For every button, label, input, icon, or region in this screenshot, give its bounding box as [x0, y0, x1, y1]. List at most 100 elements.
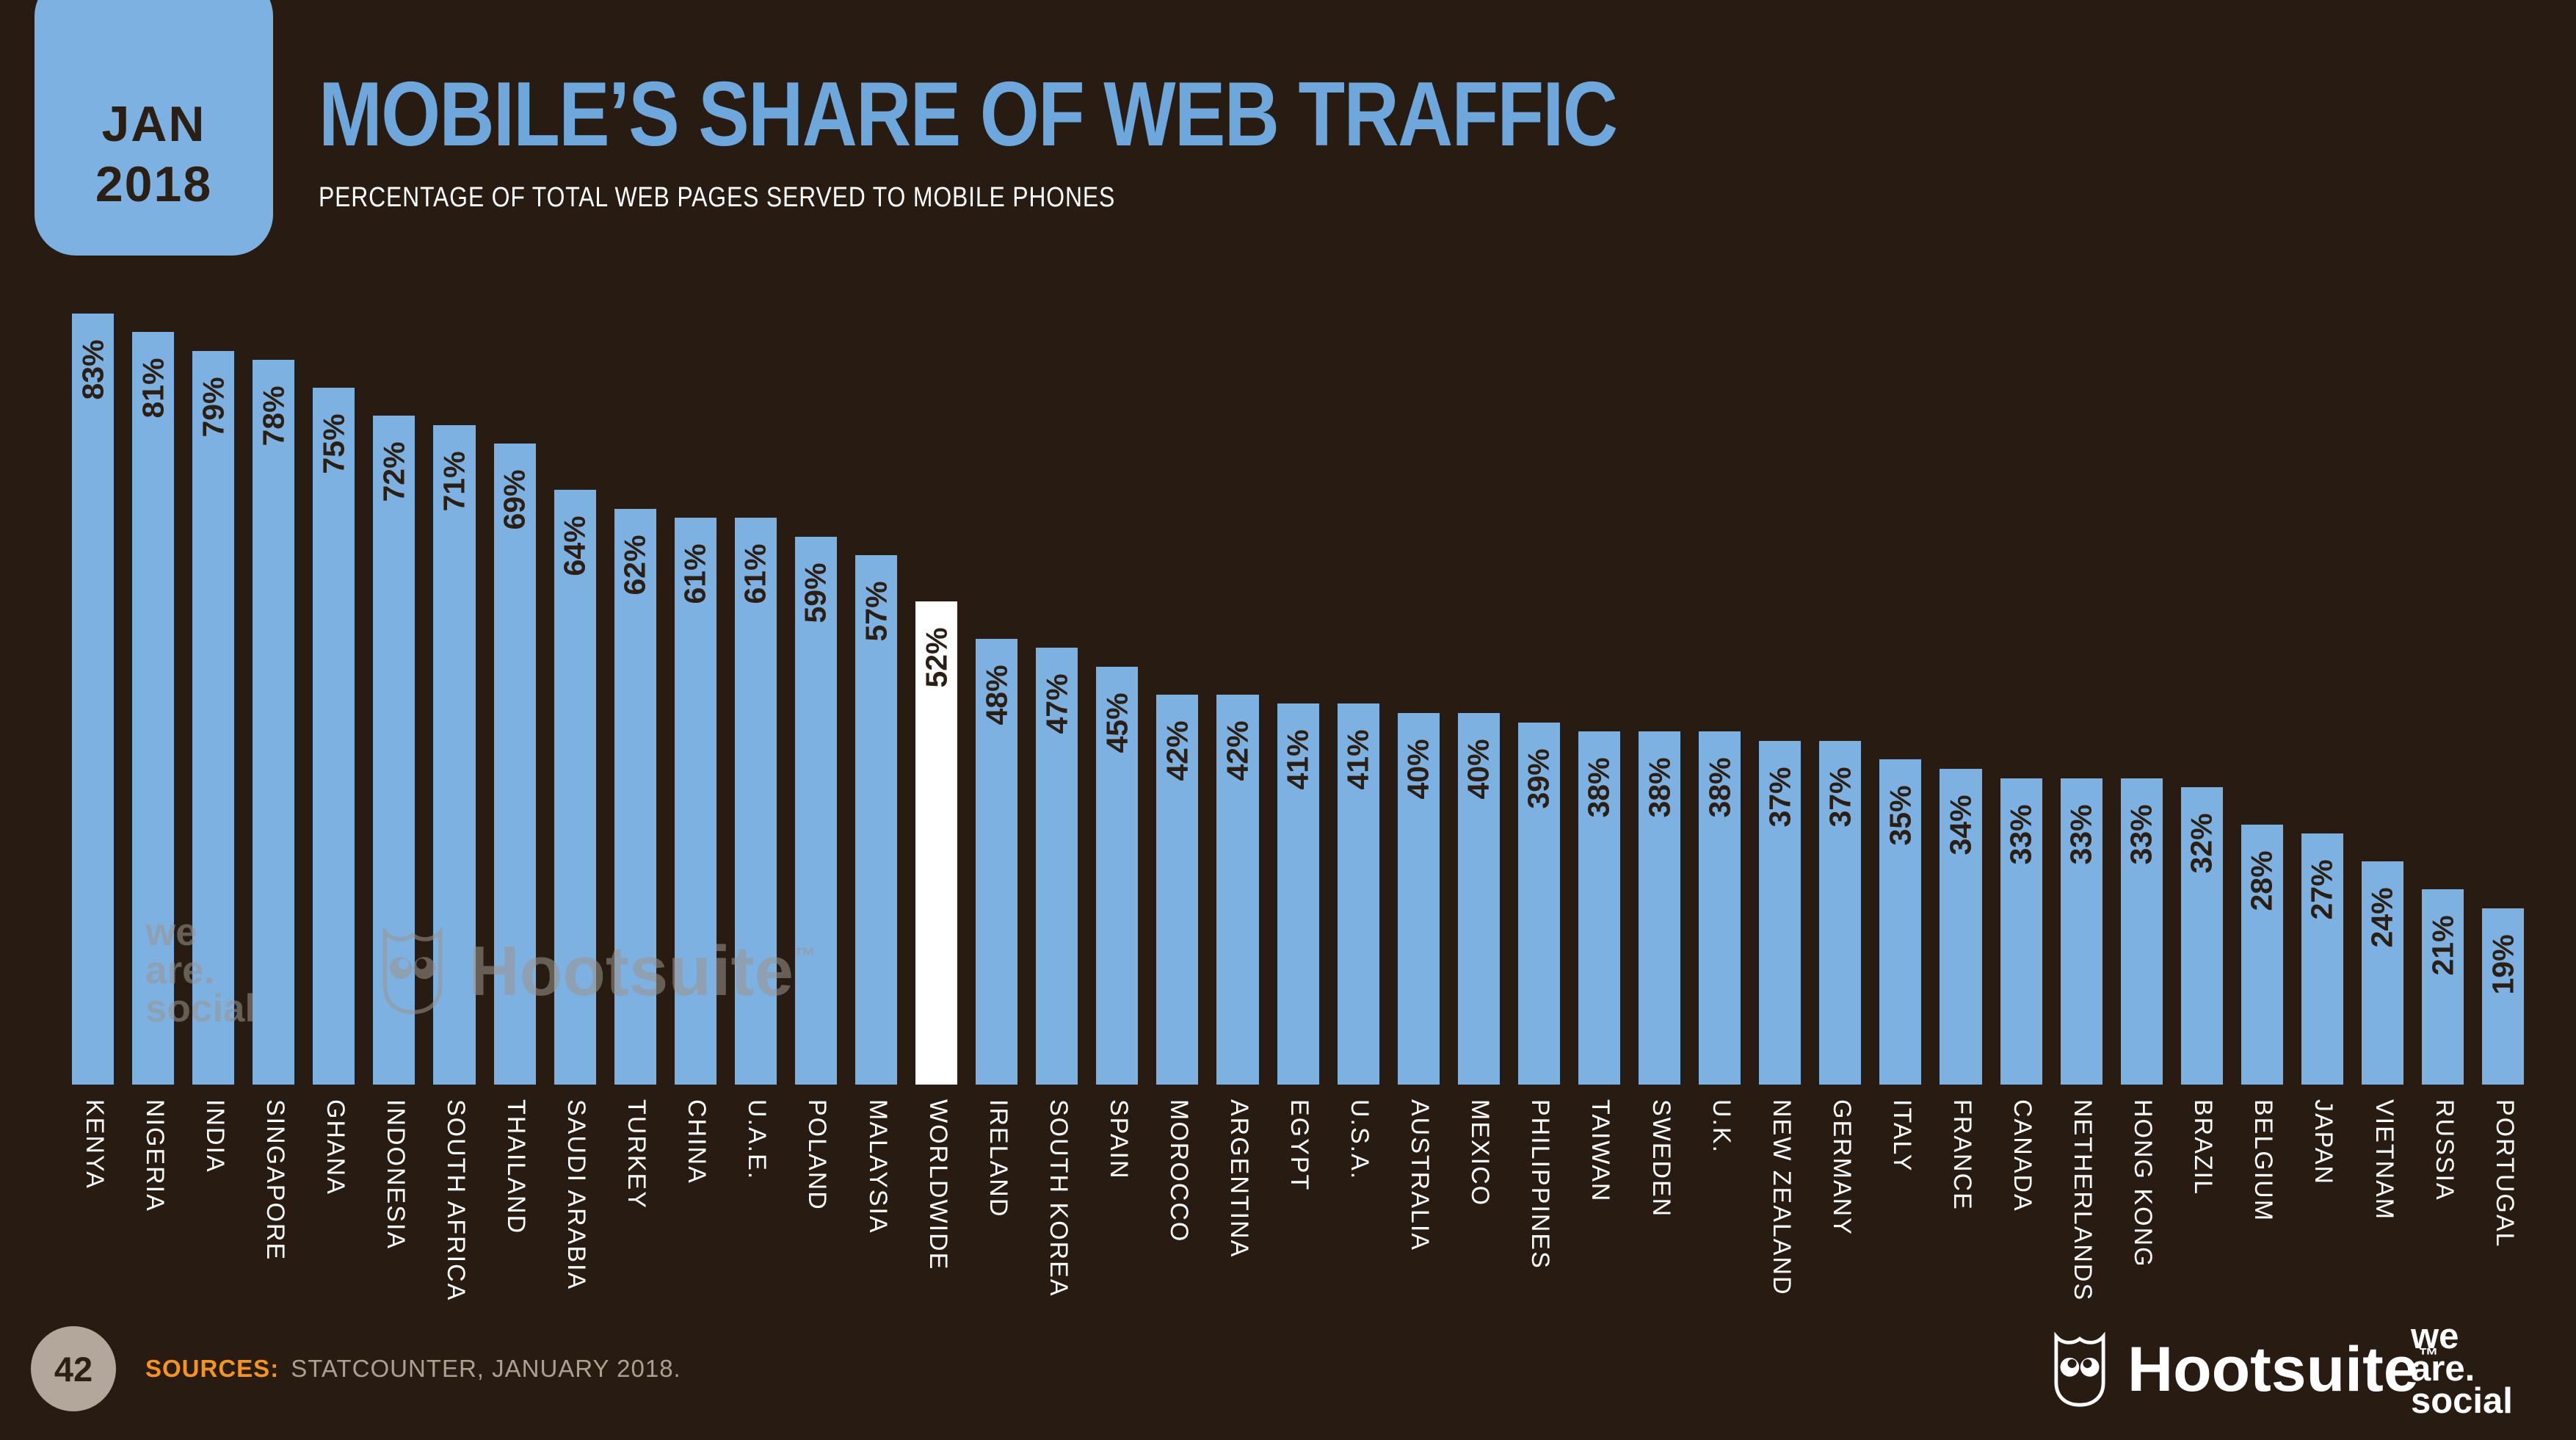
page-title: MOBILE’S SHARE OF WEB TRAFFIC [319, 64, 1618, 165]
bar-value-box: 41% [1338, 711, 1379, 808]
bar-indonesia: 72% [373, 416, 416, 1085]
category-label: SOUTH KOREA [1044, 1099, 1073, 1298]
category-label: AUSTRALIA [1406, 1099, 1434, 1251]
bar-poland: 59% [794, 537, 838, 1085]
chart-column: 48% IRELAND [976, 0, 1018, 1218]
category-label: SINGAPORE [261, 1099, 289, 1262]
trademark-symbol: ™ [2418, 1343, 2439, 1367]
category-label: MALAYSIA [863, 1099, 892, 1234]
bar-chart: 83% KENYA 81% NIGERIA 79% INDIA 78% SINGAPORE 75… [72, 0, 2525, 1301]
chart-column: 41% EGYPT [1277, 0, 1319, 1191]
bar-netherlands: 33% [2060, 778, 2102, 1085]
category-label: EGYPT [1285, 1099, 1314, 1192]
bar-u-a-e-: 61% [734, 518, 777, 1085]
bar-value-box: 75% [313, 395, 355, 492]
category-label: PORTUGAL [2490, 1099, 2519, 1248]
bar-value-label: 28% [2244, 850, 2279, 911]
chart-column: 27% JAPAN [2301, 0, 2343, 1185]
bar-turkey: 62% [614, 509, 656, 1085]
bar-thailand: 69% [493, 444, 536, 1085]
bar-value-label: 48% [979, 664, 1014, 726]
bar-value-label: 79% [196, 376, 231, 438]
category-label: CANADA [2009, 1099, 2037, 1212]
bar-value-label: 61% [678, 543, 712, 604]
bar-value-label: 40% [1461, 738, 1495, 800]
chart-column: 69% THAILAND [493, 0, 536, 1234]
bar-value-label: 32% [2184, 812, 2218, 874]
bar-value-label: 75% [316, 413, 351, 474]
bar-value-label: 52% [919, 626, 954, 688]
bar-value-box: 34% [1940, 776, 1981, 873]
category-label: VIETNAM [2370, 1099, 2398, 1221]
bar-sweden: 38% [1639, 731, 1681, 1085]
chart-column: 52% WORLDWIDE [915, 0, 958, 1270]
bar-south-korea: 47% [1036, 648, 1078, 1085]
bar-value-box: 19% [2482, 916, 2524, 1013]
category-label: NETHERLANDS [2069, 1099, 2097, 1302]
bar-france: 34% [1940, 769, 1982, 1085]
chart-column: 38% TAIWAN [1578, 0, 1621, 1202]
bar-brazil: 32% [2180, 787, 2223, 1085]
bar-singapore: 78% [253, 360, 295, 1085]
bar-china: 61% [674, 518, 716, 1085]
hootsuite-owl-icon [2054, 1331, 2105, 1407]
chart-column: 59% POLAND [794, 0, 838, 1211]
date-badge-year: 2018 [95, 156, 213, 212]
category-label: MOROCCO [1164, 1099, 1193, 1243]
bar-value-box: 62% [614, 516, 656, 613]
bar-value-box: 35% [1879, 767, 1921, 864]
category-label: BRAZIL [2189, 1099, 2218, 1196]
bar-saudi-arabia: 64% [554, 490, 596, 1085]
chart-column: 38% SWEDEN [1639, 0, 1681, 1218]
chart-column: 40% AUSTRALIA [1397, 0, 1440, 1251]
bar-value-label: 83% [76, 339, 110, 400]
category-label: JAPAN [2310, 1099, 2338, 1186]
category-label: IRELAND [984, 1099, 1012, 1218]
category-label: U.K. [1707, 1099, 1735, 1154]
category-label: PHILIPPINES [1526, 1099, 1555, 1270]
bar-value-box: 40% [1398, 720, 1440, 817]
category-label: THAILAND [502, 1099, 531, 1235]
category-label: SOUTH AFRICA [442, 1099, 470, 1302]
chart-column: 78% SINGAPORE [253, 0, 295, 1261]
bar-value-label: 24% [2365, 886, 2400, 948]
chart-column: 47% SOUTH KOREA [1036, 0, 1078, 1297]
bar-value-box: 78% [253, 367, 294, 464]
category-label: CHINA [683, 1099, 711, 1184]
bar-value-box: 33% [2121, 786, 2163, 883]
bar-value-box: 33% [2061, 786, 2102, 883]
bar-value-label: 34% [1943, 794, 1978, 855]
category-label: HONG KONG [2129, 1099, 2158, 1268]
bar-value-label: 57% [859, 580, 893, 642]
sources-label: SOURCES: [145, 1355, 280, 1382]
bar-value-box: 81% [132, 339, 174, 436]
bar-value-label: 39% [1521, 748, 1556, 809]
category-label: SAUDI ARABIA [562, 1099, 591, 1291]
chart-column: 57% MALAYSIA [855, 0, 898, 1234]
chart-column: 45% SPAIN [1096, 0, 1139, 1180]
bar-value-label: 37% [1763, 766, 1797, 828]
we-are-social-logo: we are. social [2411, 1317, 2513, 1421]
category-label: KENYA [80, 1099, 109, 1190]
bar-australia: 40% [1397, 713, 1440, 1085]
bar-u-s-a-: 41% [1337, 703, 1379, 1085]
bar-value-box: 27% [2301, 841, 2343, 938]
bar-value-box: 69% [494, 451, 536, 548]
chart-column: 38% U.K. [1699, 0, 1741, 1154]
bar-malaysia: 57% [855, 555, 898, 1085]
bar-value-label: 64% [557, 515, 592, 576]
bar-value-box: 37% [1819, 748, 1861, 845]
bar-value-label: 21% [2426, 914, 2460, 976]
date-badge-month: JAN [101, 96, 206, 152]
bar-value-box: 39% [1518, 730, 1560, 827]
chart-column: 41% U.S.A. [1337, 0, 1379, 1180]
chart-column: 19% PORTUGAL [2482, 0, 2525, 1248]
bar-value-label: 33% [2064, 803, 2098, 865]
category-label: WORLDWIDE [924, 1099, 952, 1271]
title-block: MOBILE’S SHARE OF WEB TRAFFIC PERCENTAGE… [319, 69, 1864, 214]
category-label: INDIA [200, 1099, 229, 1173]
bar-value-box: 52% [915, 609, 957, 706]
bar-india: 79% [192, 351, 235, 1085]
bar-value-label: 33% [2124, 803, 2158, 865]
